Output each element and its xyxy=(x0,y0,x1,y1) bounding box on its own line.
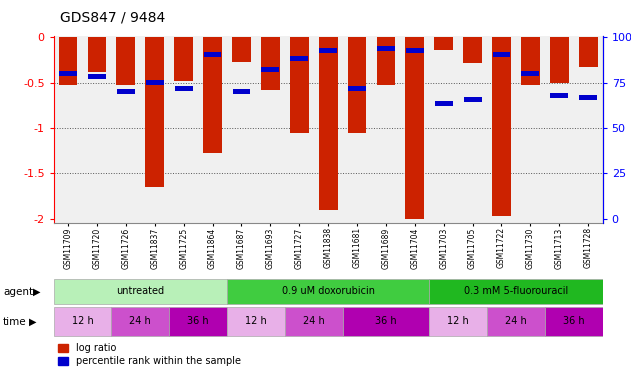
Bar xyxy=(550,38,569,83)
Bar xyxy=(261,67,280,72)
Text: 36 h: 36 h xyxy=(375,316,397,326)
Bar xyxy=(348,86,366,91)
Bar xyxy=(88,38,107,72)
Bar xyxy=(463,38,482,63)
Bar xyxy=(521,38,540,86)
Bar xyxy=(290,38,309,132)
Bar xyxy=(579,38,598,68)
Bar xyxy=(464,97,481,102)
Bar xyxy=(487,307,545,336)
Bar xyxy=(343,307,429,336)
Bar xyxy=(285,307,343,336)
Bar xyxy=(406,48,424,53)
Bar xyxy=(227,307,285,336)
Bar xyxy=(319,38,338,210)
Bar xyxy=(232,89,251,94)
Legend: log ratio, percentile rank within the sample: log ratio, percentile rank within the sa… xyxy=(59,344,241,366)
Text: time: time xyxy=(3,316,27,327)
Bar xyxy=(88,74,106,80)
Bar xyxy=(261,38,280,90)
Bar xyxy=(112,307,169,336)
Bar xyxy=(227,279,429,304)
Bar xyxy=(493,52,510,57)
Bar xyxy=(59,70,77,76)
Text: ▶: ▶ xyxy=(33,286,40,297)
Bar xyxy=(319,48,337,53)
Text: ▶: ▶ xyxy=(29,316,37,327)
Text: untreated: untreated xyxy=(116,286,165,296)
Text: 24 h: 24 h xyxy=(505,316,527,326)
Bar xyxy=(174,38,193,81)
Bar xyxy=(54,279,227,304)
Bar xyxy=(290,56,308,61)
Text: 12 h: 12 h xyxy=(447,316,469,326)
Text: GDS847 / 9484: GDS847 / 9484 xyxy=(60,10,165,24)
Text: 12 h: 12 h xyxy=(245,316,267,326)
Bar xyxy=(550,93,568,98)
Bar xyxy=(59,38,78,84)
Bar xyxy=(429,307,487,336)
Text: 36 h: 36 h xyxy=(563,316,584,326)
Bar xyxy=(232,38,251,62)
Bar xyxy=(492,38,511,216)
Bar xyxy=(117,38,135,86)
Bar xyxy=(521,70,540,76)
Text: agent: agent xyxy=(3,286,33,297)
Bar xyxy=(545,307,603,336)
Text: 12 h: 12 h xyxy=(72,316,93,326)
Bar xyxy=(54,307,112,336)
Bar xyxy=(434,38,453,50)
Bar xyxy=(348,38,367,132)
Bar xyxy=(405,38,424,219)
Bar xyxy=(377,46,395,51)
Bar xyxy=(175,86,192,91)
Text: 36 h: 36 h xyxy=(187,316,209,326)
Text: 24 h: 24 h xyxy=(129,316,151,326)
Text: 0.9 uM doxorubicin: 0.9 uM doxorubicin xyxy=(281,286,375,296)
Bar xyxy=(435,100,452,106)
Bar xyxy=(117,89,135,94)
Bar xyxy=(203,38,222,153)
Bar xyxy=(204,52,221,57)
Bar xyxy=(579,95,597,100)
Bar xyxy=(429,279,603,304)
Bar xyxy=(146,80,163,85)
Text: 24 h: 24 h xyxy=(303,316,324,326)
Text: 0.3 mM 5-fluorouracil: 0.3 mM 5-fluorouracil xyxy=(464,286,568,296)
Bar xyxy=(169,307,227,336)
Bar xyxy=(145,38,164,187)
Bar xyxy=(377,38,395,84)
